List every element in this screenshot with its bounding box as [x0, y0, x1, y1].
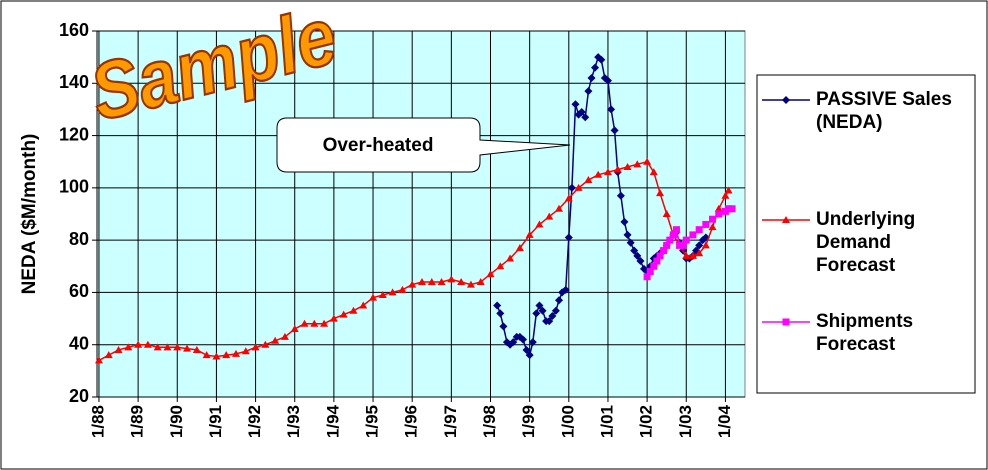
y-tick-label: 60	[69, 281, 89, 301]
x-tick-label: 1/02	[637, 405, 656, 438]
x-tick-label: 1/93	[284, 405, 303, 438]
legend-label: Underlying Demand Forecast	[816, 208, 966, 277]
x-tick-label: 1/90	[167, 405, 186, 438]
x-tick-label: 1/03	[676, 405, 695, 438]
point	[689, 231, 696, 238]
annotation: Over-heated	[323, 135, 434, 156]
y-tick-label: 20	[69, 386, 89, 406]
x-tick-label: 1/01	[597, 405, 616, 438]
x-tick-label: 1/99	[519, 405, 538, 438]
x-tick-label: 1/89	[128, 405, 147, 438]
legend-marker	[783, 319, 790, 326]
y-tick-label: 40	[69, 333, 89, 353]
x-tick-label: 1/92	[245, 405, 264, 438]
point	[673, 226, 680, 233]
x-tick-label: 1/97	[441, 405, 460, 438]
point	[696, 226, 703, 233]
point	[683, 237, 690, 244]
x-tick-label: 1/96	[402, 405, 421, 438]
y-tick-label: 100	[59, 177, 89, 197]
x-tick-label: 1/95	[363, 405, 382, 438]
point	[715, 211, 722, 218]
legend-label: Shipments Forecast	[816, 310, 966, 356]
x-tick-label: 1/98	[480, 405, 499, 438]
x-tick-label: 1/00	[558, 405, 577, 438]
y-tick-label: 140	[59, 72, 89, 92]
y-tick-label: 160	[59, 20, 89, 40]
point	[709, 216, 716, 223]
point	[729, 205, 736, 212]
legend-label: PASSIVE Sales (NEDA)	[816, 88, 966, 134]
y-tick-label: 80	[69, 229, 89, 249]
y-tick-label: 120	[59, 124, 89, 144]
point	[702, 221, 709, 228]
x-tick-label: 1/91	[206, 405, 225, 438]
y-axis-label: NEDA ($M/month)	[19, 134, 40, 295]
x-tick-label: 1/04	[715, 404, 734, 438]
x-tick-label: 1/88	[88, 405, 107, 438]
chart-area: NEDA ($M/month) 20 40 60 80 100 120 140 160 1/88…	[0, 0, 988, 470]
x-tick-label: 1/94	[323, 404, 342, 438]
